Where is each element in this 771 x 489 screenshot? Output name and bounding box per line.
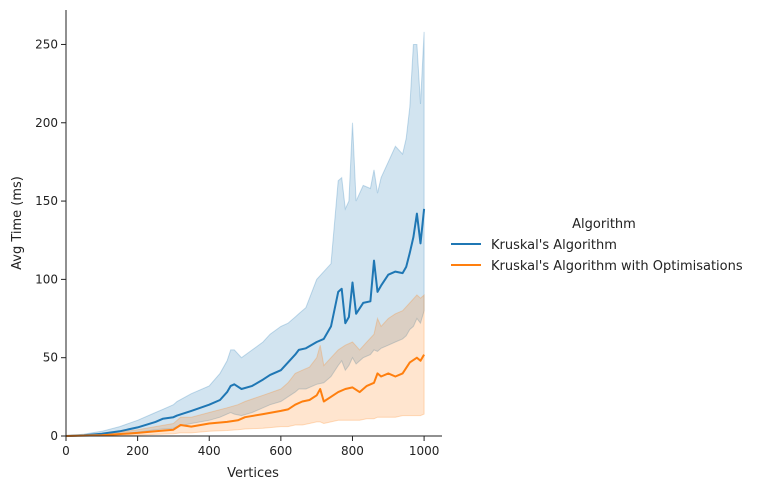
x-tick-label: 0: [62, 444, 70, 458]
x-tick-label: 600: [269, 444, 292, 458]
confidence-band-2: [65, 293, 425, 437]
x-tick-label: 800: [341, 444, 364, 458]
y-tick-label: 150: [35, 194, 58, 208]
legend-label-1: Kruskal's Algorithm: [491, 238, 617, 253]
y-tick-label: 100: [35, 272, 58, 286]
legend: Algorithm Kruskal's Algorithm Kruskal's A…: [451, 217, 743, 274]
y-ticks: 0 50 100 150 200 250: [35, 37, 66, 443]
x-ticks: 0 200 400 600 800 1000: [62, 436, 439, 458]
axes: [65, 10, 442, 437]
y-tick-label: 0: [50, 429, 58, 443]
y-tick-label: 200: [35, 116, 58, 130]
series-line-1: [65, 208, 426, 437]
legend-title: Algorithm: [572, 217, 636, 232]
confidence-bands: [65, 31, 425, 437]
x-axis-label: Vertices: [227, 466, 279, 481]
y-tick-label: 250: [35, 37, 58, 51]
y-axis-label: Avg Time (ms): [10, 176, 25, 270]
series-lines: [65, 208, 426, 437]
y-tick-label: 50: [43, 351, 58, 365]
x-tick-label: 200: [126, 444, 149, 458]
x-tick-label: 1000: [409, 444, 440, 458]
legend-label-2: Kruskal's Algorithm with Optimisations: [491, 259, 743, 274]
x-tick-label: 400: [198, 444, 221, 458]
series-line-2: [65, 354, 425, 437]
confidence-band-1: [65, 31, 425, 437]
